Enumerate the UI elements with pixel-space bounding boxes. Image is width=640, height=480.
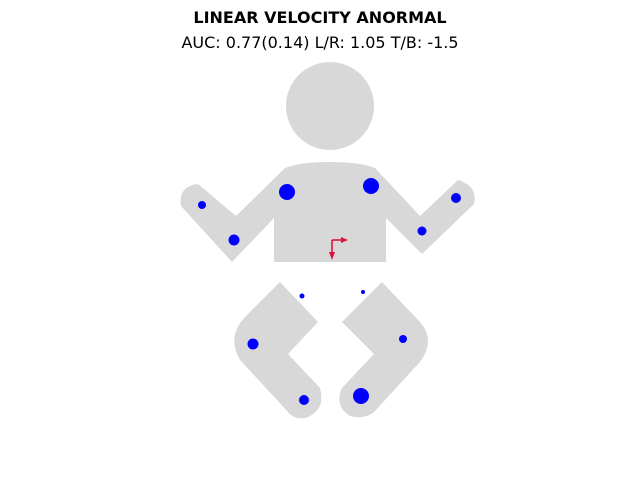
marker-right-hip bbox=[361, 290, 365, 294]
torso bbox=[180, 162, 475, 262]
right-leg bbox=[339, 282, 428, 418]
joint-markers bbox=[198, 178, 461, 405]
chart-title: LINEAR VELOCITY ANORMAL bbox=[193, 8, 447, 27]
marker-right-elbow bbox=[417, 226, 427, 236]
chart-subtitle: AUC: 0.77(0.14) L/R: 1.05 T/B: -1.5 bbox=[181, 33, 459, 52]
marker-right-knee bbox=[399, 335, 407, 343]
marker-left-ankle bbox=[299, 395, 309, 405]
marker-left-hip bbox=[299, 293, 305, 299]
marker-right-shoulder bbox=[363, 178, 379, 194]
marker-left-elbow bbox=[228, 234, 240, 246]
marker-right-wrist bbox=[451, 193, 461, 203]
marker-left-shoulder bbox=[279, 184, 295, 200]
marker-left-knee bbox=[247, 338, 259, 350]
marker-left-wrist bbox=[198, 201, 206, 209]
lr-arrow-head bbox=[341, 237, 348, 243]
head bbox=[286, 62, 374, 150]
infant-body-silhouette bbox=[180, 62, 475, 419]
marker-right-ankle bbox=[353, 388, 369, 404]
center-of-mass-arrows bbox=[329, 237, 348, 260]
tb-arrow-head bbox=[329, 252, 335, 260]
left-leg bbox=[234, 282, 322, 419]
